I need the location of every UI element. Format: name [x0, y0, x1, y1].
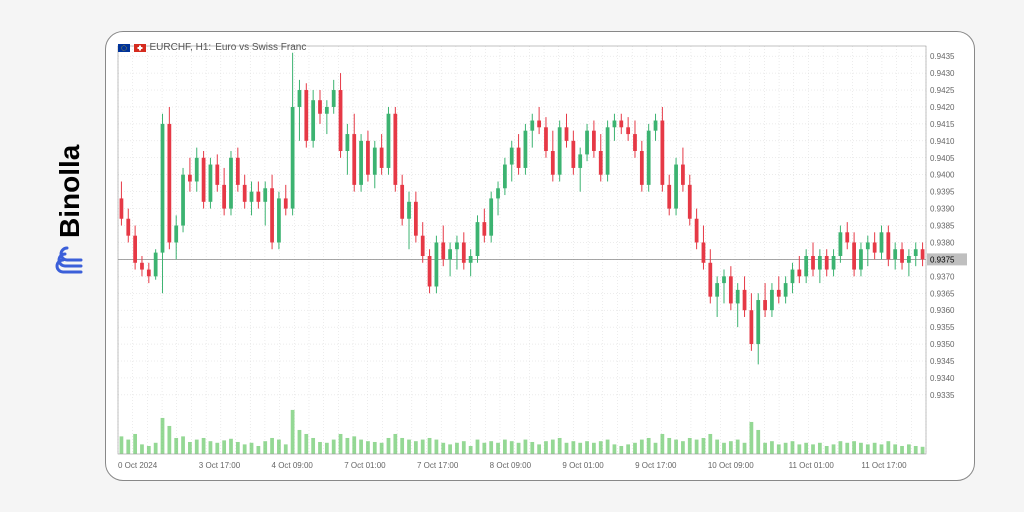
- svg-text:4 Oct 09:00: 4 Oct 09:00: [271, 461, 313, 470]
- svg-text:0.9365: 0.9365: [930, 289, 955, 298]
- svg-text:0.9400: 0.9400: [930, 171, 955, 180]
- svg-text:11 Oct 01:00: 11 Oct 01:00: [788, 461, 834, 470]
- chart-symbol: EURCHF, H1:: [150, 42, 212, 53]
- brand-icon: [55, 246, 85, 276]
- flag-ch-icon: [134, 44, 146, 52]
- svg-text:8 Oct 09:00: 8 Oct 09:00: [489, 461, 531, 470]
- svg-text:9 Oct 17:00: 9 Oct 17:00: [635, 461, 677, 470]
- svg-text:0.9350: 0.9350: [930, 340, 955, 349]
- candlestick-chart[interactable]: 0.9335 0.9340 0.9345 0.9350 0.9355 0.9360 0.93…: [114, 40, 968, 474]
- svg-text:0 Oct 2024: 0 Oct 2024: [118, 461, 158, 470]
- svg-text:0.9395: 0.9395: [930, 188, 955, 197]
- svg-text:0.9420: 0.9420: [930, 103, 955, 112]
- chart-description: Euro vs Swiss Franc: [215, 42, 306, 53]
- svg-text:0.9405: 0.9405: [930, 154, 955, 163]
- svg-text:0.9345: 0.9345: [930, 357, 955, 366]
- svg-text:9 Oct 01:00: 9 Oct 01:00: [562, 461, 604, 470]
- svg-text:0.9370: 0.9370: [930, 272, 955, 281]
- svg-text:7 Oct 17:00: 7 Oct 17:00: [416, 461, 458, 470]
- svg-text:0.9355: 0.9355: [930, 323, 955, 332]
- svg-text:0.9425: 0.9425: [930, 86, 955, 95]
- flag-eu-icon: [118, 44, 130, 52]
- svg-text:0.9410: 0.9410: [930, 137, 955, 146]
- brand-logo: Binolla: [54, 236, 86, 276]
- svg-text:3 Oct 17:00: 3 Oct 17:00: [198, 461, 240, 470]
- svg-text:11 Oct 17:00: 11 Oct 17:00: [861, 461, 907, 470]
- chart-header: EURCHF, H1: Euro vs Swiss Franc: [118, 42, 307, 53]
- svg-text:0.9435: 0.9435: [930, 52, 955, 61]
- svg-text:7 Oct 01:00: 7 Oct 01:00: [344, 461, 386, 470]
- svg-text:0.9360: 0.9360: [930, 306, 955, 315]
- svg-text:0.9430: 0.9430: [930, 69, 955, 78]
- svg-text:10 Oct 09:00: 10 Oct 09:00: [707, 461, 753, 470]
- svg-text:0.9385: 0.9385: [930, 222, 955, 231]
- svg-text:0.9390: 0.9390: [930, 205, 955, 214]
- svg-text:0.9415: 0.9415: [930, 120, 955, 129]
- svg-text:0.9380: 0.9380: [930, 238, 955, 247]
- chart-window[interactable]: EURCHF, H1: Euro vs Swiss Franc 0.93350.…: [105, 31, 975, 481]
- brand-text: Binolla: [54, 145, 86, 238]
- svg-text:0.9340: 0.9340: [930, 374, 955, 383]
- svg-text:0.9375: 0.9375: [930, 255, 955, 264]
- svg-text:0.9335: 0.9335: [930, 391, 955, 400]
